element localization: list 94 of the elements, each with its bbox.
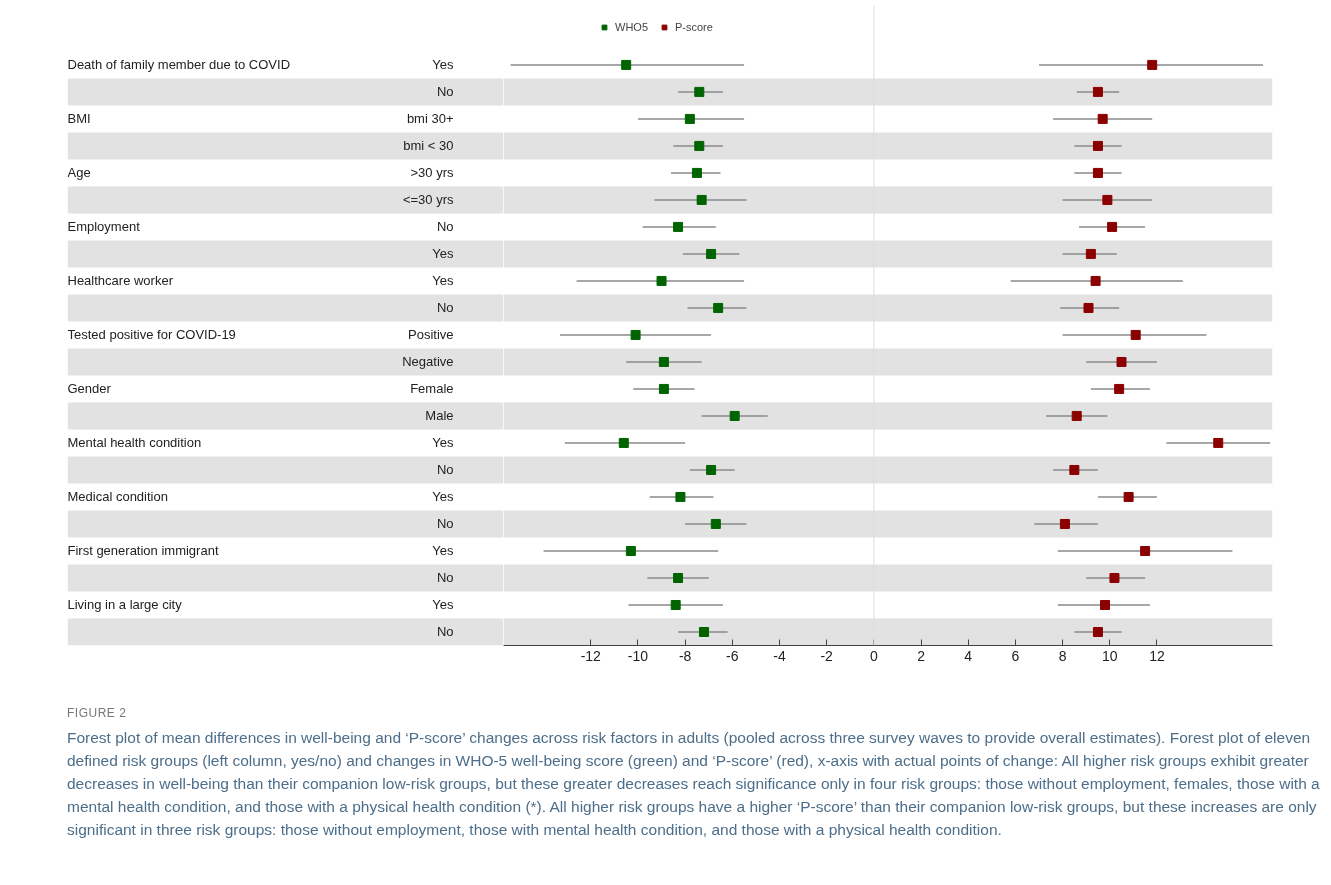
point [1140, 545, 1151, 556]
y-tick-label: Yes [432, 57, 454, 73]
text: Living in a large city [67, 597, 183, 613]
y-tick-label: Male [425, 408, 454, 424]
x-tick-label: 2 [917, 647, 926, 664]
text: First generation immigrant [67, 543, 219, 559]
y-tick-label: Yes [432, 435, 454, 451]
y-tick-label: >30 yrs [410, 165, 454, 181]
point [1107, 221, 1118, 232]
y-tick-label: bmi < 30 [403, 138, 454, 154]
y-tick-label: No [436, 624, 454, 640]
point [694, 86, 705, 97]
point [1059, 518, 1070, 529]
text: Mental health condition [67, 435, 202, 451]
x-tick-label: -10 [627, 647, 649, 664]
legend-label: WHO5 [615, 21, 648, 33]
y-tick-label: No [436, 300, 454, 316]
text: Age [67, 165, 91, 181]
y-tick-label: No [436, 516, 454, 532]
point [1100, 599, 1111, 610]
point [675, 491, 686, 502]
text: Gender [67, 381, 112, 397]
point [1114, 383, 1125, 394]
x-tick-label: -2 [820, 647, 834, 664]
point [1069, 464, 1080, 475]
x-tick-label: 4 [964, 647, 973, 664]
y-tick-label: Female [410, 381, 454, 397]
y-tick-label: No [436, 462, 454, 478]
x-tick-label: 0 [869, 647, 878, 664]
point [658, 383, 669, 394]
point [1083, 302, 1094, 313]
x-tick-label: -6 [726, 647, 739, 664]
x-tick-label: 12 [1149, 647, 1165, 664]
point [1090, 275, 1101, 286]
y-tick-label: Positive [407, 327, 454, 343]
text: Healthcare worker [67, 273, 174, 289]
point [706, 464, 717, 475]
text: Employment [67, 219, 141, 235]
x-tick-label: 8 [1058, 647, 1067, 664]
point [691, 167, 702, 178]
point [1097, 113, 1108, 124]
point [1130, 329, 1141, 340]
y-tick-label: <=30 yrs [402, 192, 454, 208]
point [630, 329, 641, 340]
x-tick-label: -8 [678, 647, 692, 664]
point [1085, 248, 1096, 259]
x-tick-label: 6 [1011, 647, 1020, 664]
point [1102, 194, 1113, 205]
x-tick-label: -4 [773, 647, 786, 664]
point [1116, 356, 1127, 367]
y-tick-label: Yes [432, 543, 454, 559]
text: BMI [67, 111, 91, 127]
text: Death of family member due to COVID [67, 57, 291, 73]
y-tick-label: Yes [432, 489, 454, 505]
x-tick-label: 10 [1101, 647, 1118, 664]
text: Tested positive for COVID-19 [67, 327, 236, 343]
point [710, 518, 721, 529]
point [670, 599, 681, 610]
point [684, 113, 695, 124]
x-tick-label: -12 [580, 647, 602, 664]
point [621, 59, 632, 70]
y-tick-label: Negative [402, 354, 454, 370]
point [699, 627, 710, 637]
point [706, 248, 717, 259]
point [694, 140, 705, 151]
text: FIGURE 2 [67, 705, 128, 722]
point [618, 437, 629, 448]
point [696, 194, 707, 205]
point [1071, 410, 1082, 421]
point [1092, 167, 1103, 178]
point [1092, 86, 1103, 97]
y-tick-label: Yes [432, 246, 454, 262]
y-tick-label: No [436, 219, 454, 235]
y-tick-label: Yes [432, 597, 454, 613]
point [625, 545, 636, 556]
point [673, 572, 684, 583]
text: Forest plot of mean differences in well-being and ‘P-score’ changes across risk factors in adults (pooled across three survey waves to provide overall estimates). Forest plot of eleven defined risk groups (left column, yes/no) and changes in WHO-5 well-being score (green) and ‘P-score’ (red), x-axis with actual points of change: All higher risk groups exhibit greater decreases in well-being than their companion low-risk groups, but these greater decreases reach significance only in four risk groups: those without employment, females, those with a mental health condition, and those with a physical health condition (*). All higher risk groups have a higher ‘P-score’ than their companion low-risk groups, but these increases are only significant in three risk groups: those without employment, those with mental health condition, and those with a physical health condition. [67, 728, 1321, 841]
y-tick-label: bmi 30+ [406, 111, 454, 127]
point [1123, 491, 1134, 502]
point [1092, 627, 1103, 637]
point [1213, 437, 1224, 448]
point [1109, 572, 1120, 583]
point [1147, 59, 1158, 70]
point [658, 356, 669, 367]
point [729, 410, 740, 421]
y-tick-label: No [436, 570, 454, 586]
point [1092, 140, 1103, 151]
point [713, 302, 724, 313]
legend-label: P-score [675, 21, 713, 33]
text: Medical condition [67, 489, 168, 505]
y-tick-label: No [436, 84, 454, 100]
point [656, 275, 667, 286]
y-tick-label: Yes [432, 273, 454, 289]
point [673, 221, 684, 232]
